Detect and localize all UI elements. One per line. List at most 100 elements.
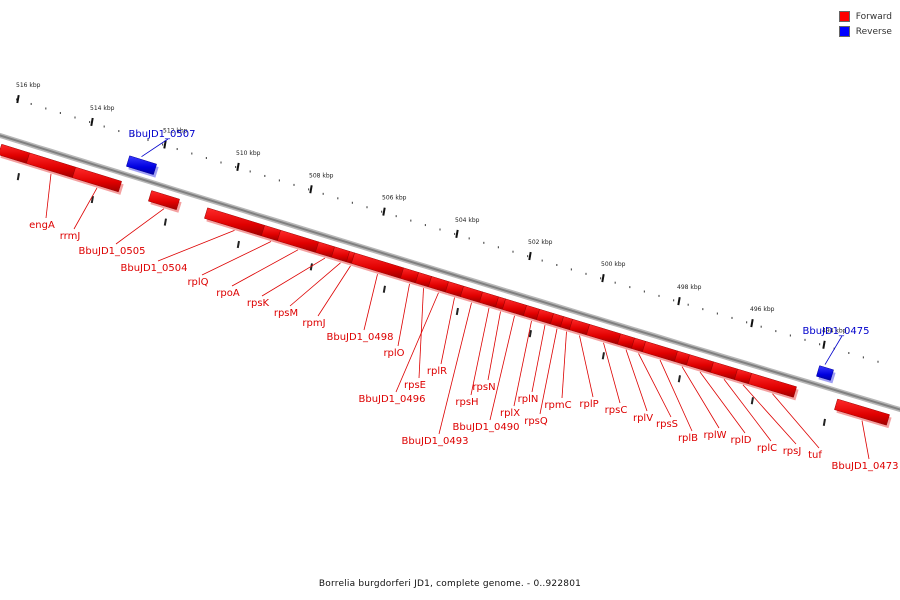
gene-label[interactable]: rpsK [247,298,270,309]
gene-label[interactable]: BbuJD1_0505 [78,246,145,257]
tick-label: 496 kbp [750,306,775,313]
ruler-dot [848,352,850,355]
gene-label[interactable]: BbuJD1_0490 [452,422,519,433]
leader-line [824,335,843,365]
gene-label[interactable]: rpsQ [524,416,548,427]
ruler-dot [103,125,105,128]
gene-label[interactable]: BbuJD1_0475 [802,326,869,337]
ruler-dot [673,299,675,302]
ruler-dot [585,272,587,275]
gene-rrmj[interactable] [72,166,124,195]
gene-label[interactable]: rpsJ [783,446,802,457]
lower-tick [528,330,532,338]
legend: Forward Reverse [838,9,892,39]
gene-label[interactable]: BbuJD1_0496 [358,394,425,405]
lower-tick [236,240,240,249]
label-layer: engA rrmJ BbuJD1_0507 BbuJD1_0505 BbuJD1_050… [29,129,898,472]
gene-label[interactable]: tuf [808,450,822,461]
gene-label[interactable]: rrmJ [60,231,81,242]
gene-label[interactable]: rpsC [605,405,628,416]
gene-label[interactable]: rplP [579,399,598,410]
gene-bbujd1_0507[interactable] [126,155,159,178]
gene-label[interactable]: rpsN [472,382,495,393]
gene-bbujd1_0505[interactable] [148,190,182,213]
gene-label[interactable]: rpsH [455,397,478,408]
lower-tick [750,397,754,405]
lower-tick [309,263,313,271]
ruler-dot [556,263,558,266]
gene-label[interactable]: rpsM [274,308,298,319]
ruler-dot [497,246,499,249]
tick-mark [309,185,313,194]
ruler-dot [716,312,718,315]
leader-line [513,320,532,407]
gene-label[interactable]: BbuJD1_0504 [120,263,187,274]
ruler-dot [162,143,164,146]
gene-label[interactable]: rpoA [216,288,240,299]
tick-mark [601,274,605,283]
legend-reverse-label: Reverse [855,26,892,37]
tick-label: 498 kbp [677,284,702,291]
ruler-dot [483,241,485,244]
leader-line [73,187,98,230]
gene-label[interactable]: rplR [427,366,447,377]
gene-label[interactable]: rplB [678,433,698,444]
leader-line [470,308,490,396]
gene-rplb[interactable] [642,340,680,365]
gene-layer [0,143,892,429]
gene-label[interactable]: rpmJ [302,318,325,329]
ruler-dot [629,286,631,289]
gene-label[interactable]: rpsS [656,419,678,430]
gene-label[interactable]: rplX [500,408,520,419]
leader-line [397,283,410,347]
ruler-dot [89,121,91,124]
gene-bbujd1_0496[interactable] [428,276,451,296]
gene-rpsc[interactable] [586,324,623,348]
gene-label[interactable]: rplN [518,394,539,405]
ruler-dot [337,197,339,200]
gene-label[interactable]: rplD [731,435,752,446]
gene-label[interactable]: engA [29,220,55,231]
leader-line [625,349,648,412]
gene-label[interactable]: BbuJD1_0473 [831,461,898,472]
gene-label[interactable]: rplW [703,430,726,441]
tick-label: 512 kbp [163,127,188,134]
tick-mark [90,117,94,127]
ruler-dot [191,152,193,155]
gene-label[interactable]: rplQ [187,277,208,288]
lower-tick [90,195,94,204]
gene-tuf[interactable] [748,372,799,401]
ruler-dot [293,183,295,186]
leader-line [861,420,870,460]
legend-forward: Forward [838,9,892,24]
gene-bbujd1_0473[interactable] [834,398,892,429]
gene-label[interactable]: rplV [633,413,653,424]
leader-line [489,315,515,421]
gene-label[interactable]: rplC [757,443,777,454]
leader-line [231,249,299,287]
gene-label[interactable]: rpsE [404,380,426,391]
ruler-dot [541,259,543,262]
gene-label[interactable]: BbuJD1_0493 [401,436,468,447]
ruler-dot [614,281,616,284]
leader-line [561,331,567,399]
leader-line [638,353,672,418]
gene-label[interactable]: BbuJD1_0498 [326,332,393,343]
tick-label: 508 kbp [309,172,334,179]
tick-layer: 516 kbp 514 kbp 512 kbp 510 kbp 508 kbp 506 k… [16,82,879,426]
gene-label[interactable]: BbuJD1_0507 [128,129,195,140]
gene-label[interactable]: rplO [383,348,404,359]
backbone-line [0,134,900,411]
gene-label[interactable]: rpmC [544,400,571,411]
ruler-dot [16,98,18,101]
leader-line [115,208,165,245]
gene-bbujd1_0475[interactable] [816,365,836,384]
ruler-dot [512,250,514,253]
tick-mark [750,319,754,328]
tick-label: 510 kbp [236,150,261,157]
leader-line [201,241,272,276]
leader-line [363,274,378,331]
genome-caption: Borrelia burgdorferi JD1, complete genom… [318,579,582,589]
ruler-dot [658,294,660,297]
